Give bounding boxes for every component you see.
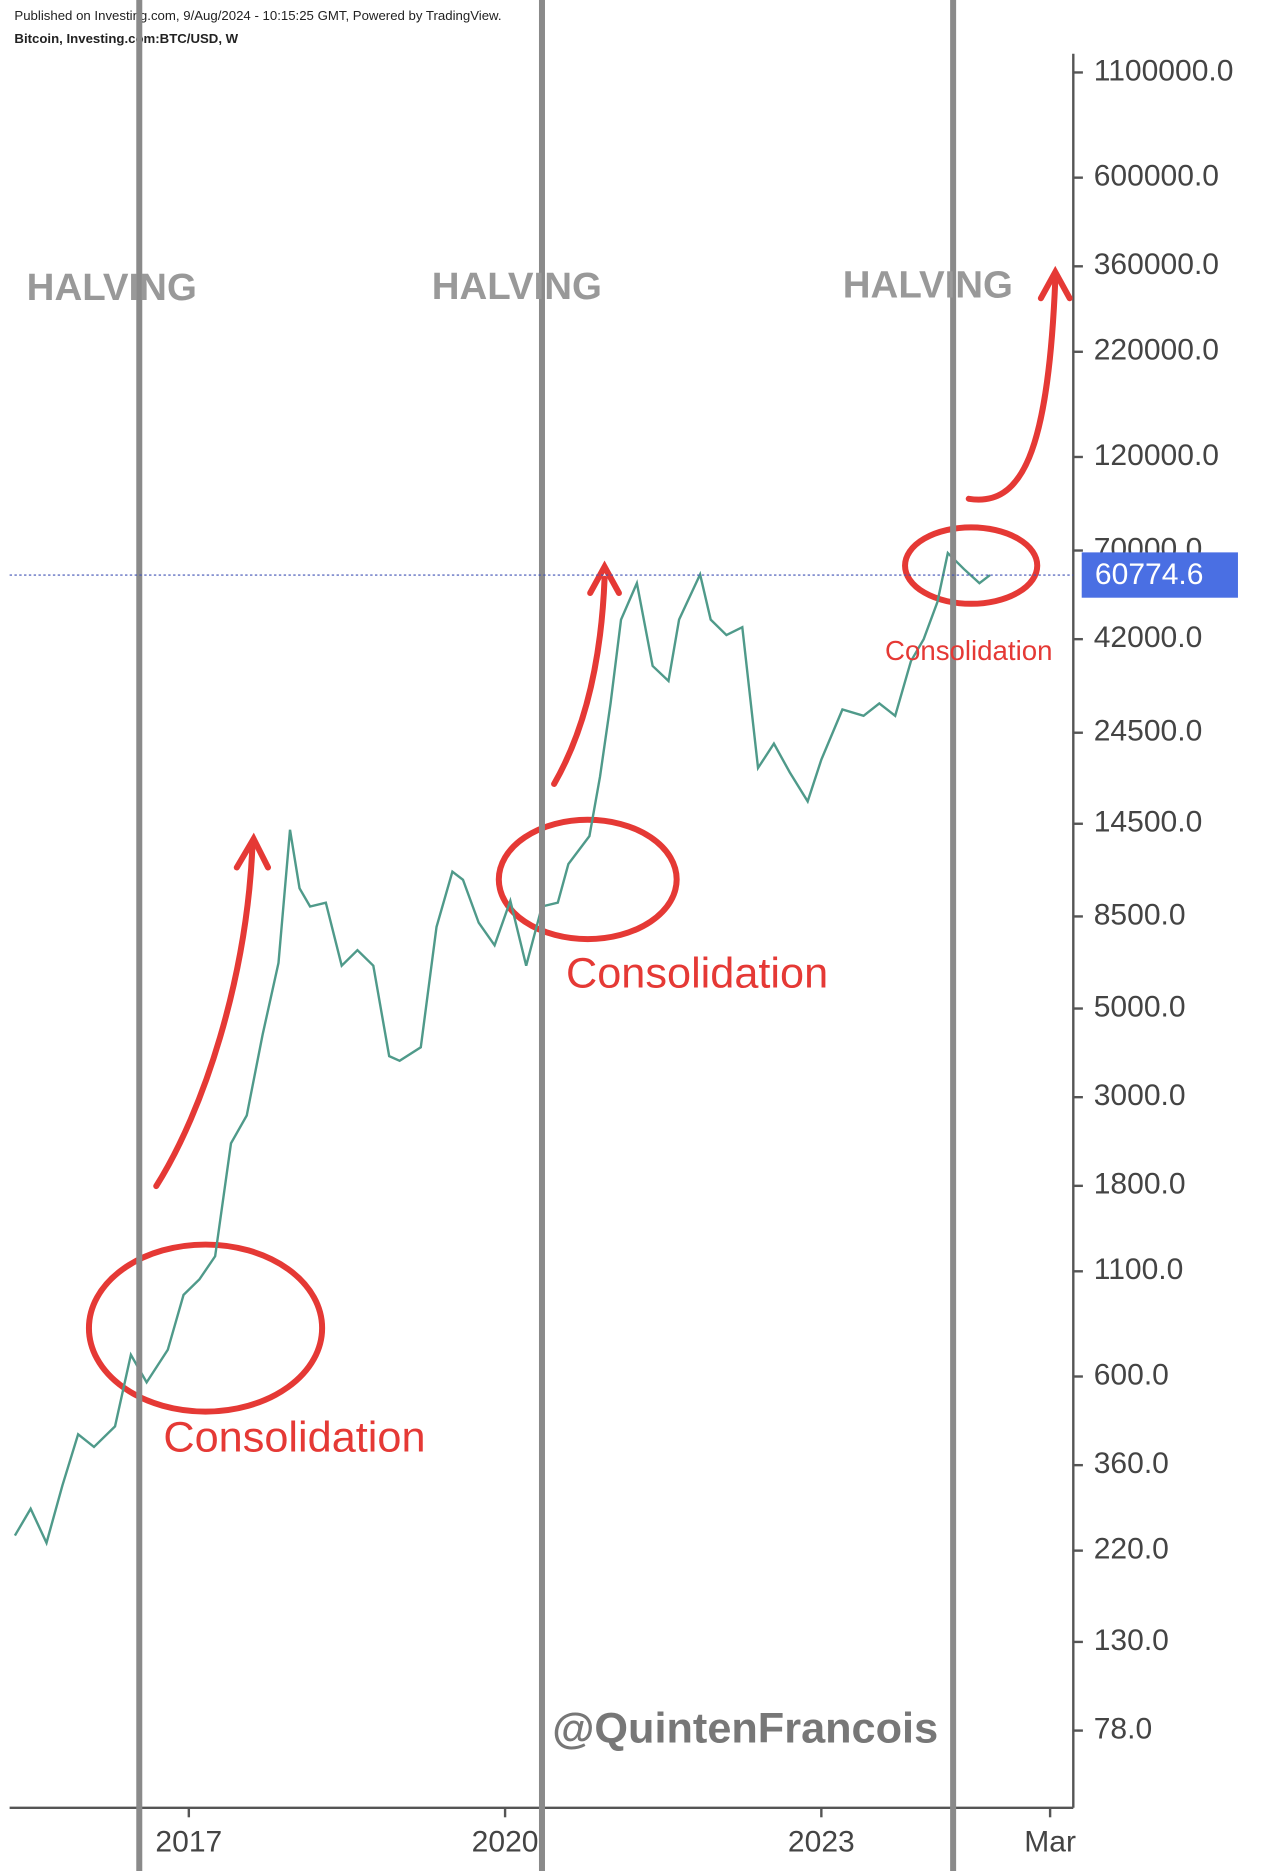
drawings: [85, 265, 1073, 1415]
x-tick-label: 2017: [155, 1826, 222, 1859]
arrow: [965, 277, 1059, 503]
y-tick-label: 600000.0: [1094, 160, 1219, 193]
y-tick-label: 120000.0: [1094, 439, 1219, 472]
annotation: HALVING: [843, 264, 1013, 307]
y-tick-label: 24500.0: [1094, 715, 1203, 748]
last-price-label: 60774.6: [1095, 558, 1204, 591]
x-tick-label: Mar: [1024, 1826, 1076, 1859]
y-tick-label: 5000.0: [1094, 990, 1186, 1023]
annotation: Consolidation: [163, 1414, 425, 1462]
x-tick-label: 2023: [788, 1826, 855, 1859]
annotation: Consolidation: [566, 950, 828, 998]
y-tick-label: 1100000.0: [1094, 54, 1234, 87]
y-tick-label: 220.0: [1094, 1533, 1169, 1566]
y-tick-label: 1100.0: [1094, 1253, 1184, 1286]
annotation: @QuintenFrancois: [552, 1705, 938, 1753]
source: Published on Investing.com, 9/Aug/2024 -…: [14, 8, 501, 23]
y-tick-label: 42000.0: [1094, 621, 1203, 654]
price-line: [13, 550, 991, 1547]
arrow: [551, 575, 608, 787]
y-tick-label: 14500.0: [1094, 806, 1203, 839]
circle: [495, 816, 680, 943]
arrow-head: [233, 832, 272, 871]
y-tick-label: 78.0: [1094, 1713, 1152, 1746]
y-tick-label: 8500.0: [1094, 898, 1186, 931]
arrow: [153, 844, 256, 1190]
y-tick-label: 3000.0: [1094, 1079, 1186, 1112]
arrow-head: [1037, 265, 1073, 302]
annotation: HALVING: [432, 265, 602, 308]
y-tick-label: 360000.0: [1094, 248, 1219, 281]
y-tick-label: 130.0: [1094, 1624, 1169, 1657]
annotation: Consolidation: [885, 635, 1052, 666]
y-tick-label: 220000.0: [1094, 334, 1219, 367]
y-tick-label: 1800.0: [1094, 1168, 1186, 1201]
y-tick-label: 360.0: [1094, 1447, 1169, 1480]
x-tick-label: 2020: [472, 1826, 539, 1859]
annotation: HALVING: [27, 266, 197, 309]
circle: [85, 1241, 326, 1415]
last-price-box: [1081, 552, 1238, 598]
circle: [902, 524, 1041, 607]
y-tick-label: 600.0: [1094, 1358, 1169, 1391]
arrow-head: [587, 560, 622, 597]
chart-title: Bitcoin, Investing.com:BTC/USD, W: [14, 31, 238, 46]
